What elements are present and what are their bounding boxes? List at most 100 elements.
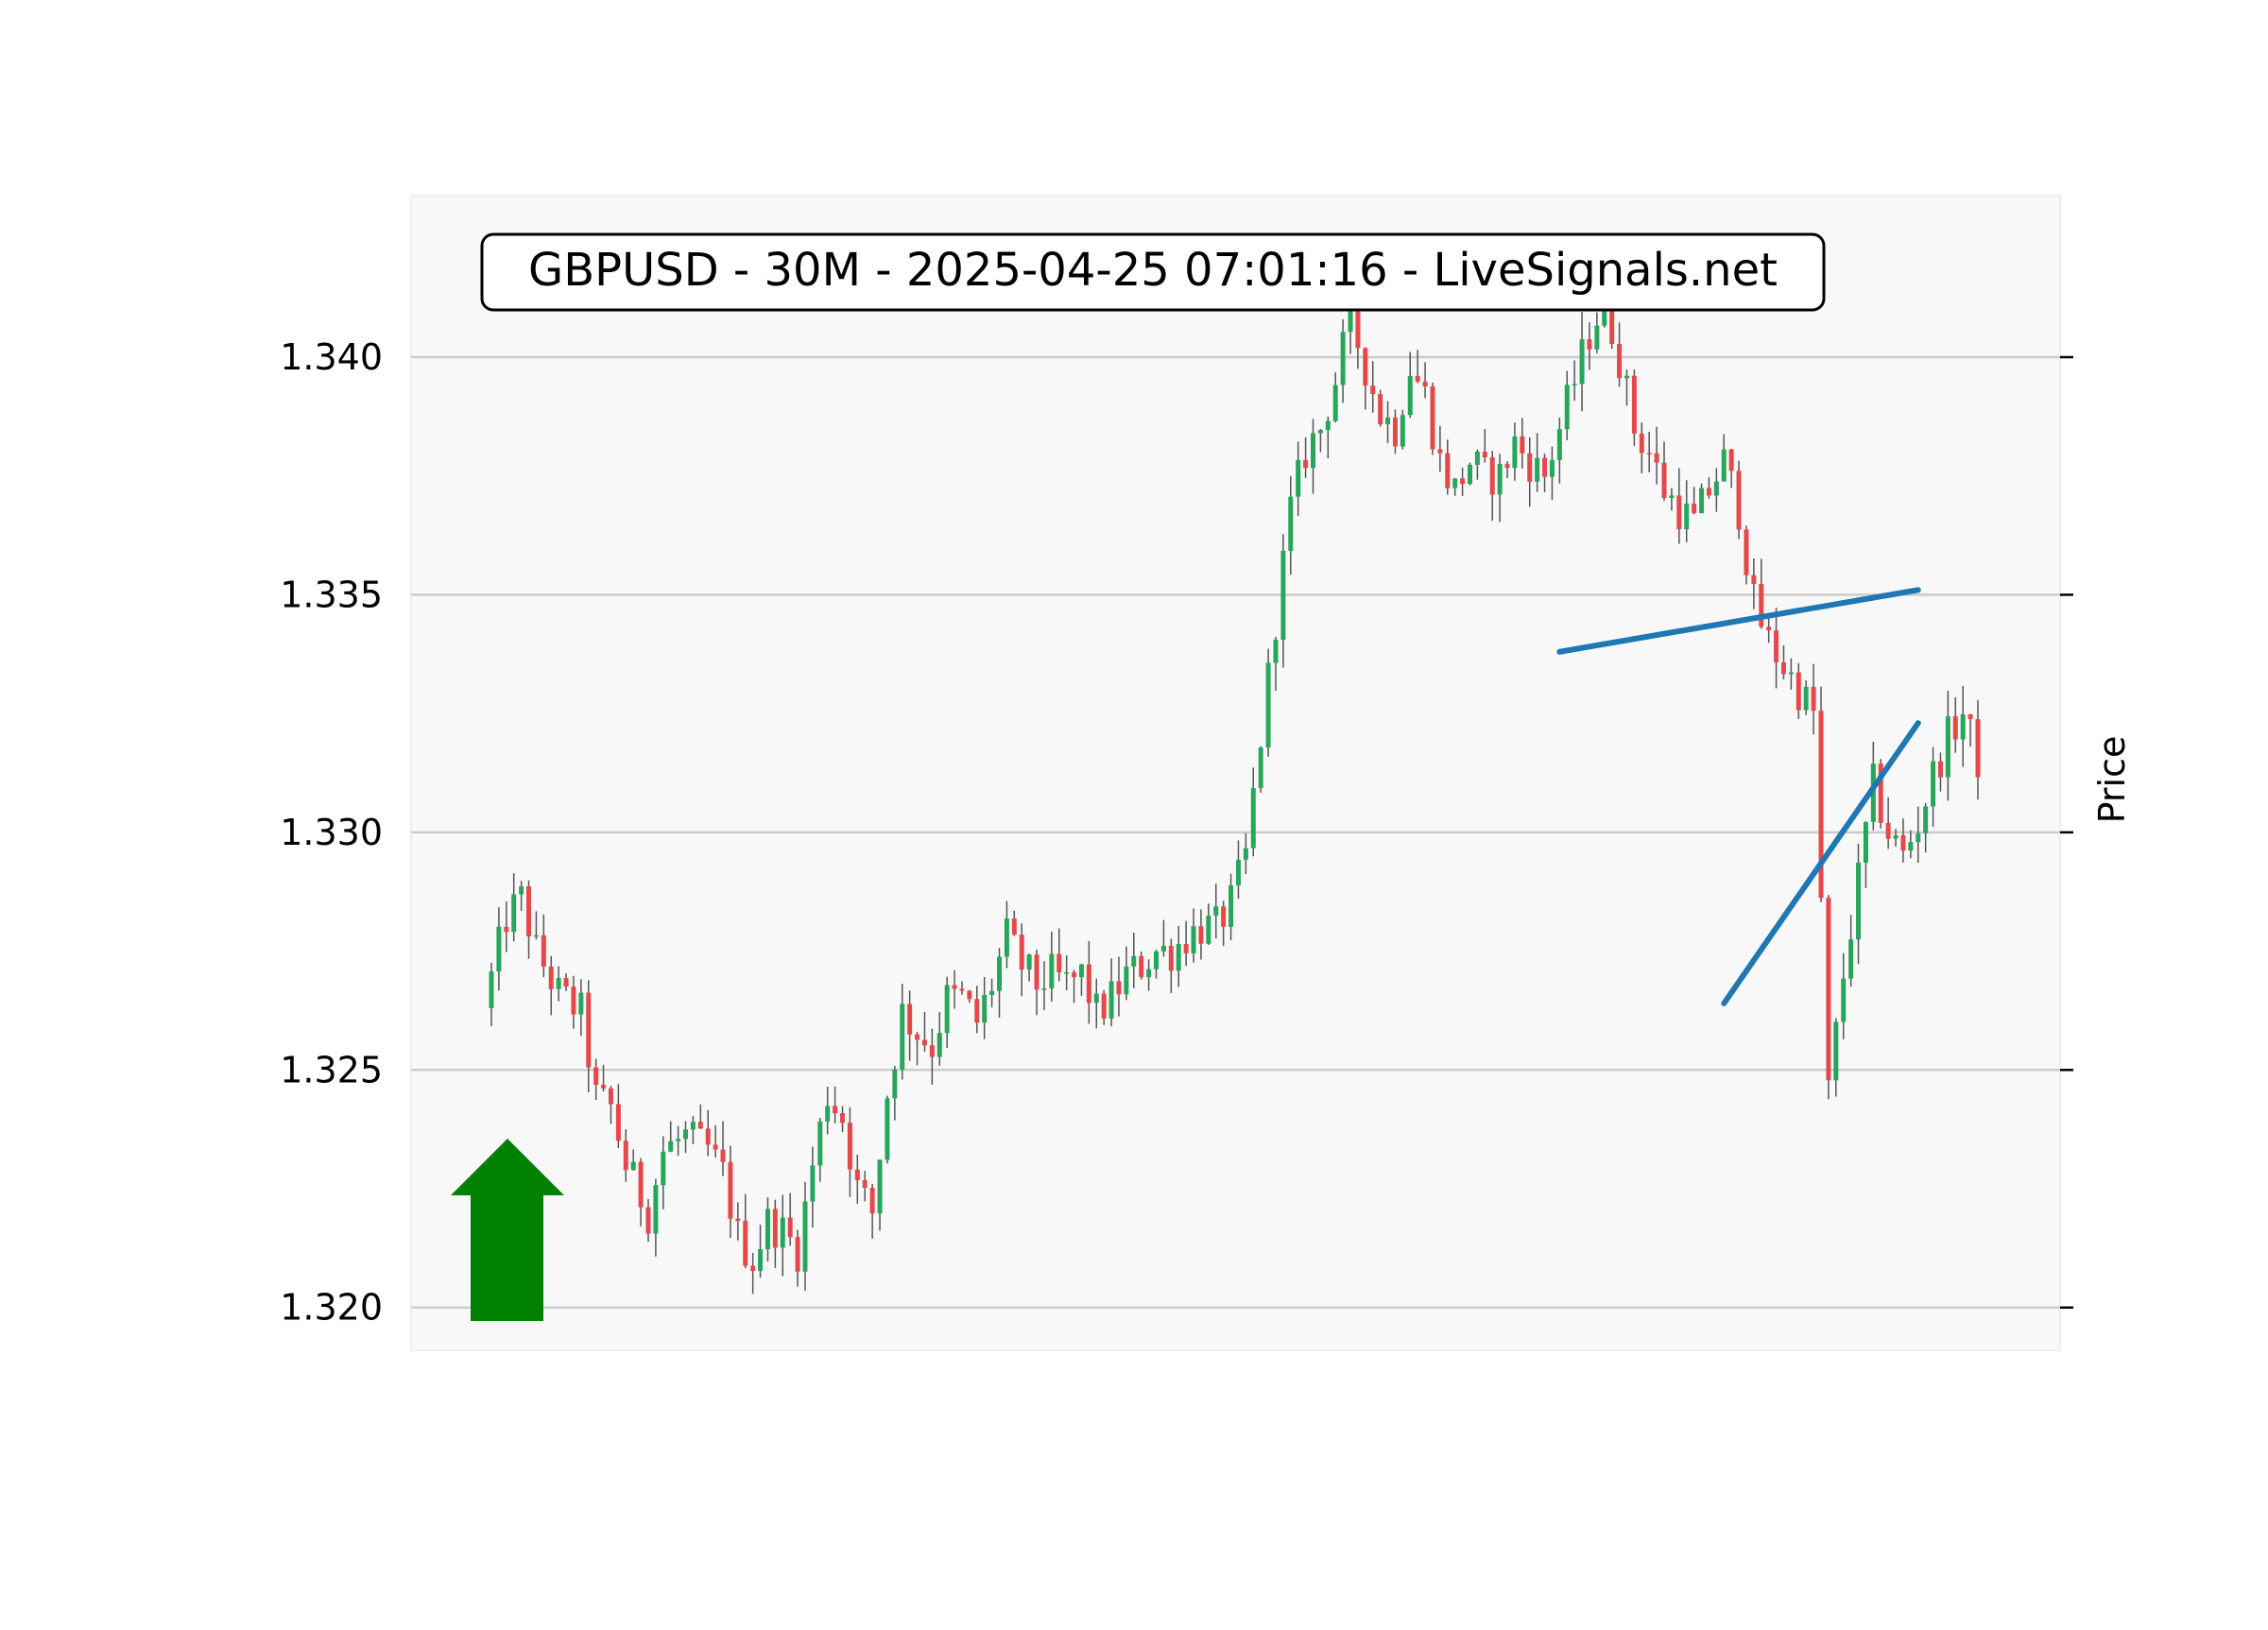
candle bbox=[1213, 884, 1219, 939]
candle bbox=[1221, 901, 1227, 947]
candle-body bbox=[1803, 686, 1809, 711]
candle-body bbox=[1870, 764, 1876, 822]
candle bbox=[1325, 416, 1331, 458]
candle-body bbox=[1579, 339, 1585, 385]
candle bbox=[697, 1104, 703, 1129]
candle-body bbox=[1489, 456, 1495, 495]
candle-body bbox=[1452, 478, 1458, 489]
candle bbox=[1131, 932, 1137, 988]
candle-body bbox=[1430, 386, 1435, 450]
candle bbox=[623, 1129, 628, 1182]
candle bbox=[1378, 389, 1383, 427]
candle bbox=[974, 986, 980, 1034]
candle bbox=[802, 1181, 808, 1292]
candle bbox=[690, 1116, 696, 1144]
candle bbox=[519, 881, 524, 911]
candle bbox=[735, 1202, 741, 1241]
candle bbox=[1004, 901, 1009, 969]
candle bbox=[1467, 462, 1472, 486]
candle bbox=[1833, 1018, 1839, 1097]
candle-body bbox=[1296, 459, 1301, 497]
candle-body bbox=[1818, 711, 1824, 899]
candle bbox=[1078, 963, 1084, 996]
candle-body bbox=[563, 978, 569, 987]
candle bbox=[1728, 448, 1734, 489]
candle-body bbox=[1101, 993, 1107, 1019]
candle bbox=[1684, 480, 1690, 542]
candle-body bbox=[1139, 955, 1144, 978]
candle bbox=[1751, 558, 1757, 609]
candle bbox=[915, 1031, 920, 1066]
candle bbox=[1310, 419, 1315, 494]
candle-body bbox=[1213, 906, 1219, 916]
candle bbox=[892, 1066, 898, 1121]
candle bbox=[1967, 713, 1973, 747]
candle bbox=[1512, 422, 1518, 481]
candle-body bbox=[1370, 386, 1376, 395]
candle-body bbox=[1034, 954, 1040, 990]
candle-body bbox=[1093, 993, 1099, 1004]
candle-body bbox=[1198, 926, 1204, 944]
candle-body bbox=[1317, 430, 1323, 434]
candle-body bbox=[1535, 457, 1540, 482]
candle-body bbox=[862, 1179, 868, 1189]
candle-body bbox=[1049, 953, 1055, 989]
candle bbox=[982, 976, 988, 1039]
candle bbox=[496, 907, 502, 991]
candle-body bbox=[1348, 298, 1353, 333]
candle bbox=[1183, 920, 1189, 967]
candle bbox=[586, 980, 592, 1093]
candle-body bbox=[1744, 529, 1749, 575]
candle-body bbox=[1221, 906, 1227, 927]
candle bbox=[571, 975, 576, 1029]
candle-body bbox=[1788, 672, 1794, 675]
candle-body bbox=[578, 992, 584, 1015]
candle bbox=[1235, 840, 1241, 900]
candle bbox=[1908, 830, 1914, 859]
candle bbox=[728, 1145, 733, 1238]
candle-body bbox=[1437, 449, 1443, 454]
candle bbox=[1332, 372, 1338, 423]
candle-body bbox=[1288, 496, 1294, 551]
candle bbox=[1265, 648, 1271, 757]
candle-body bbox=[1146, 969, 1152, 978]
candle bbox=[810, 1146, 816, 1228]
candle bbox=[1661, 441, 1667, 502]
candle-body bbox=[1639, 433, 1644, 454]
candle bbox=[1198, 909, 1204, 960]
candle bbox=[1945, 691, 1950, 801]
candle-body bbox=[1594, 325, 1600, 350]
candle bbox=[1317, 429, 1323, 453]
candle bbox=[1296, 441, 1301, 516]
candle bbox=[772, 1199, 778, 1268]
candle bbox=[1363, 347, 1368, 410]
y-axis: 1.320 1.325 1.330 1.335 1.340 bbox=[280, 336, 2073, 1329]
candle-body bbox=[1445, 453, 1451, 489]
candle-body bbox=[668, 1141, 674, 1152]
candle bbox=[713, 1124, 718, 1158]
candle-body bbox=[885, 1098, 890, 1160]
candle-body bbox=[1699, 488, 1705, 514]
candle bbox=[959, 981, 965, 995]
candle bbox=[1713, 468, 1719, 512]
candle-body bbox=[1908, 842, 1914, 851]
candle-body bbox=[1684, 503, 1690, 530]
candle-body bbox=[869, 1188, 875, 1214]
candle-body bbox=[1108, 981, 1114, 1019]
candle-body bbox=[1885, 822, 1891, 839]
candle-body bbox=[1019, 935, 1024, 970]
candle-body bbox=[1751, 575, 1757, 584]
candle bbox=[936, 1012, 942, 1066]
candle-body bbox=[780, 1217, 785, 1248]
candle-body bbox=[593, 1067, 599, 1086]
candle-body bbox=[1631, 375, 1637, 434]
candle bbox=[563, 972, 569, 991]
candle bbox=[1124, 946, 1129, 1001]
candle-body bbox=[1325, 420, 1331, 431]
candle-body bbox=[967, 990, 972, 1000]
candle-body bbox=[697, 1122, 703, 1129]
candle-body bbox=[959, 988, 965, 991]
candle-body bbox=[1072, 971, 1077, 978]
candle bbox=[1437, 425, 1443, 472]
candle bbox=[705, 1109, 711, 1157]
